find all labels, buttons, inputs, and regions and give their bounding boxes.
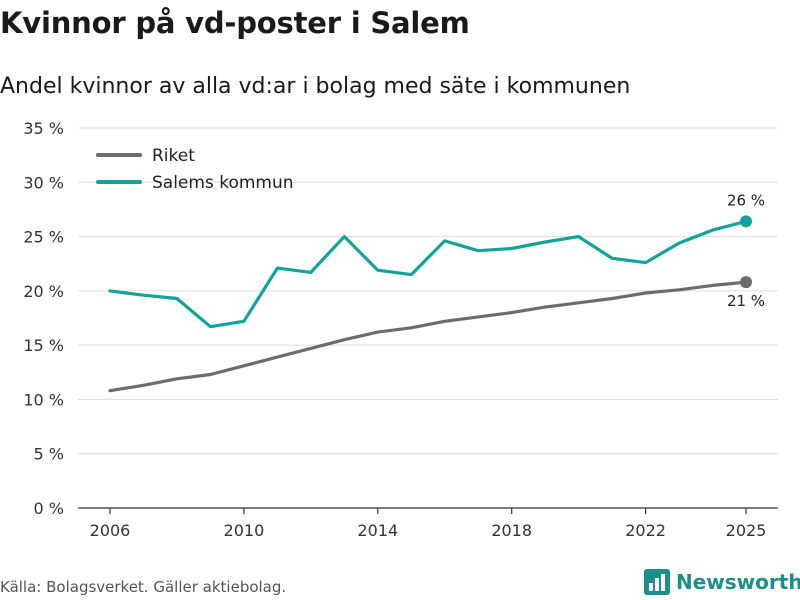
end-value-label: 21 %: [727, 292, 765, 310]
x-tick-label: 2025: [726, 521, 767, 540]
brand-logo[interactable]: Newsworthy: [644, 569, 800, 595]
bar-chart-logo-icon: [644, 569, 670, 595]
x-tick-label: 2006: [90, 521, 131, 540]
legend-label: Salems kommun: [152, 173, 294, 193]
y-tick-label: 35 %: [23, 119, 64, 138]
y-tick-label: 10 %: [23, 390, 64, 409]
y-tick-label: 20 %: [23, 282, 64, 301]
x-tick-label: 2010: [224, 521, 265, 540]
page-title: Kvinnor på vd-poster i Salem: [0, 6, 470, 40]
series-line-riket: [108, 280, 748, 393]
series-line-salems-kommun: [108, 219, 748, 329]
x-tick-label: 2014: [357, 521, 398, 540]
source-note: Källa: Bolagsverket. Gäller aktiebolag.: [0, 578, 287, 596]
y-tick-label: 5 %: [34, 445, 64, 464]
end-point-marker: [740, 215, 752, 228]
y-tick-label: 15 %: [23, 336, 64, 355]
y-tick-label: 25 %: [23, 228, 64, 247]
end-point-marker: [740, 276, 752, 289]
x-tick-label: 2018: [491, 521, 532, 540]
chart-subtitle: Andel kvinnor av alla vd:ar i bolag med …: [0, 74, 631, 99]
legend-label: Riket: [152, 146, 195, 166]
x-tick-label: 2022: [625, 521, 666, 540]
y-tick-label: 30 %: [23, 173, 64, 192]
y-tick-label: 0 %: [34, 499, 64, 518]
end-value-label: 26 %: [727, 191, 765, 209]
brand-name: Newsworthy: [676, 570, 800, 594]
